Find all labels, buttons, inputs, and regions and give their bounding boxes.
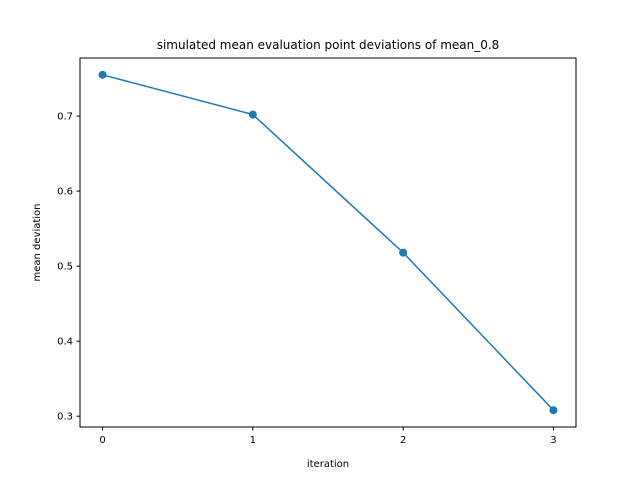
x-axis: 0 1 2 3 [99, 427, 557, 446]
data-point [399, 248, 408, 257]
data-point [98, 70, 107, 79]
y-tick-label: 0.6 [57, 187, 73, 198]
y-axis-label: mean deviation [32, 203, 43, 281]
y-tick-label: 0.7 [57, 112, 73, 123]
x-tick-label: 3 [550, 435, 556, 446]
y-tick-label: 0.5 [57, 262, 73, 273]
y-axis: 0.3 0.4 0.5 0.6 0.7 [57, 112, 80, 423]
x-tick-label: 0 [99, 435, 105, 446]
chart-title: simulated mean evaluation point deviatio… [157, 38, 500, 52]
y-tick-label: 0.4 [57, 337, 73, 348]
series-layer [98, 70, 558, 415]
plot-frame [79, 57, 577, 428]
x-tick-label: 1 [250, 435, 256, 446]
x-axis-label: iteration [307, 459, 349, 470]
x-tick-label: 2 [400, 435, 406, 446]
y-tick-label: 0.3 [57, 412, 73, 423]
series-line [102, 74, 554, 411]
data-point [549, 406, 558, 415]
data-point [248, 110, 257, 119]
